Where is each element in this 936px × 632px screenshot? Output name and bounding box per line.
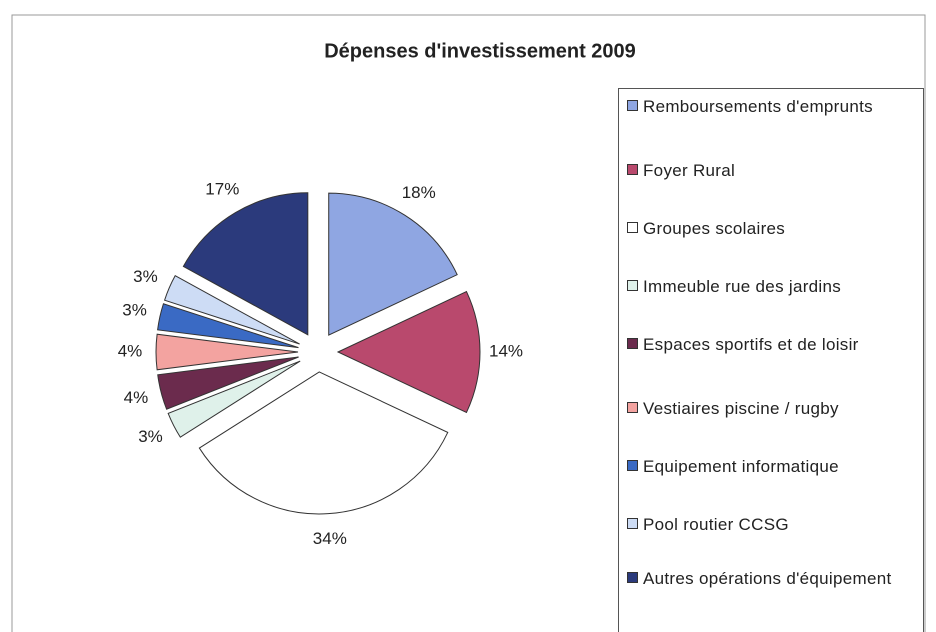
legend: Remboursements d'emprunts Foyer Rural Grou… [618, 88, 924, 632]
data-label: 18% [402, 183, 436, 202]
data-label: 34% [313, 529, 347, 548]
legend-item: Foyer Rural [627, 161, 923, 181]
legend-swatch [627, 100, 638, 111]
data-label: 4% [118, 341, 143, 360]
legend-label: Autres opérations d'équipement [643, 569, 892, 588]
legend-item: Espaces sportifs et de loisir [627, 335, 923, 355]
legend-swatch [627, 460, 638, 471]
legend-label: Espaces sportifs et de loisir [643, 335, 859, 354]
data-label: 4% [124, 388, 149, 407]
data-label: 17% [205, 180, 239, 199]
legend-item: Groupes scolaires [627, 219, 923, 239]
legend-swatch [627, 572, 638, 583]
legend-label: Vestiaires piscine / rugby [643, 399, 839, 418]
pie-slice [336, 290, 481, 414]
pie-slice [163, 274, 300, 345]
legend-label: Immeuble rue des jardins [643, 277, 842, 296]
legend-swatch [627, 338, 638, 349]
legend-label: Remboursements d'emprunts [643, 97, 873, 116]
pie-slice [328, 192, 458, 336]
legend-swatch [627, 164, 638, 175]
legend-swatch [627, 222, 638, 233]
pie-slice [155, 333, 299, 371]
legend-item: Autres opérations d'équipement [627, 569, 923, 589]
legend-swatch [627, 402, 638, 413]
pie-slice [157, 303, 299, 349]
chart-title: Dépenses d'investissement 2009 [324, 40, 636, 62]
legend-item: Vestiaires piscine / rugby [627, 399, 923, 419]
pie-slice [157, 356, 299, 410]
legend-item: Remboursements d'emprunts [627, 97, 923, 117]
data-label: 14% [489, 341, 523, 360]
data-label: 3% [133, 267, 158, 286]
frame [11, 14, 926, 632]
data-label: 3% [138, 427, 163, 446]
pie-slice [198, 371, 449, 515]
legend-swatch [627, 280, 638, 291]
pie-slice [182, 192, 309, 336]
legend-label: Pool routier CCSG [643, 515, 789, 534]
legend-item: Immeuble rue des jardins [627, 277, 923, 297]
pie-slice [167, 360, 301, 438]
legend-item: Equipement informatique [627, 457, 923, 477]
legend-label: Equipement informatique [643, 457, 839, 476]
legend-swatch [627, 518, 638, 529]
legend-label: Groupes scolaires [643, 219, 786, 238]
legend-label: Foyer Rural [643, 161, 736, 180]
data-label: 3% [122, 300, 147, 319]
legend-item: Pool routier CCSG [627, 515, 923, 535]
